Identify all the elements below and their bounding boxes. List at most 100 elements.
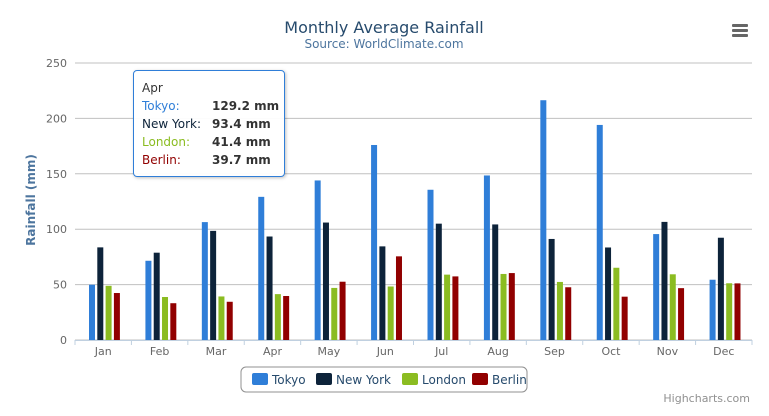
bar-new-york-apr[interactable] [266, 236, 273, 340]
tooltip-series-label: New York: [142, 117, 201, 131]
legend-item-new-york[interactable]: New York [316, 373, 391, 387]
x-tick-label: Jan [94, 345, 112, 358]
bar-berlin-may[interactable] [339, 281, 346, 340]
bar-tokyo-jan[interactable] [89, 284, 95, 340]
tooltip-series-label: Tokyo: [142, 99, 180, 113]
tooltip-row: Berlin: 39.7 mm [142, 153, 271, 167]
bar-new-york-jul[interactable] [435, 223, 442, 340]
bar-berlin-aug[interactable] [508, 273, 515, 340]
bar-london-aug[interactable] [500, 273, 507, 340]
y-tick-label: 50 [53, 279, 67, 292]
bar-london-mar[interactable] [218, 296, 225, 340]
chart-title: Monthly Average Rainfall [284, 18, 483, 37]
x-tick-label: Apr [263, 345, 283, 358]
chart-subtitle: Source: WorldClimate.com [304, 37, 463, 51]
bar-berlin-dec[interactable] [734, 283, 741, 340]
legend-label: Tokyo [271, 373, 306, 387]
bar-berlin-jan[interactable] [113, 293, 120, 340]
tooltip-row: London: 41.4 mm [142, 135, 271, 149]
bar-tokyo-may[interactable] [314, 180, 321, 340]
legend-symbol [252, 373, 268, 385]
x-tick-label: Aug [487, 345, 508, 358]
bar-london-jan[interactable] [105, 285, 112, 340]
x-tick-label: Mar [206, 345, 227, 358]
x-tick-label: May [318, 345, 341, 358]
bar-berlin-sep[interactable] [565, 287, 572, 340]
tooltip-series-label: Berlin: [142, 153, 181, 167]
tooltip-series-label: London: [142, 135, 191, 149]
tooltip-row: Tokyo: 129.2 mm [142, 99, 279, 113]
bar-tokyo-feb[interactable] [145, 260, 152, 340]
bar-tokyo-nov[interactable] [653, 234, 660, 340]
bar-london-sep[interactable] [556, 281, 563, 340]
tooltip: Apr Tokyo: 129.2 mm New York: 93.4 mm London… [133, 70, 285, 177]
bar-new-york-may[interactable] [322, 222, 329, 340]
y-tick-label: 150 [46, 168, 67, 181]
legend-label: London [422, 373, 466, 387]
y-tick-label: 100 [46, 223, 67, 236]
x-tick-label: Jul [434, 345, 448, 358]
bar-new-york-feb[interactable] [153, 252, 160, 340]
bar-tokyo-aug[interactable] [483, 175, 490, 340]
legend-item-berlin[interactable]: Berlin [472, 373, 527, 387]
legend-item-tokyo[interactable]: Tokyo [252, 373, 306, 387]
y-axis-title: Rainfall (mm) [24, 154, 38, 246]
bar-london-dec[interactable] [726, 283, 733, 340]
x-tick-label: Sep [544, 345, 565, 358]
y-tick-label: 200 [46, 112, 67, 125]
bar-new-york-aug[interactable] [492, 224, 499, 340]
y-tick-label: 250 [46, 57, 67, 70]
legend-label: New York [336, 373, 391, 387]
bar-new-york-nov[interactable] [661, 221, 668, 340]
tooltip-value: 39.7 mm [212, 153, 271, 167]
bar-new-york-mar[interactable] [210, 230, 217, 340]
bar-new-york-dec[interactable] [717, 237, 724, 340]
tooltip-value: 41.4 mm [212, 135, 271, 149]
bar-berlin-jun[interactable] [395, 256, 402, 340]
bar-tokyo-mar[interactable] [201, 222, 208, 340]
tooltip-header: Apr [142, 81, 163, 95]
bar-tokyo-sep[interactable] [540, 100, 547, 341]
y-tick-label: 0 [60, 334, 67, 347]
bar-tokyo-apr[interactable] [258, 196, 265, 340]
x-tick-label: Feb [150, 345, 169, 358]
legend-box [240, 366, 528, 393]
bar-berlin-mar[interactable] [226, 301, 233, 340]
legend-symbol [402, 373, 418, 385]
bar-new-york-jan[interactable] [97, 247, 104, 340]
bar-tokyo-oct[interactable] [596, 124, 603, 341]
tooltip-row: New York: 93.4 mm [142, 117, 271, 131]
bar-london-jul[interactable] [444, 274, 451, 340]
x-tick-label: Jun [376, 345, 394, 358]
bar-new-york-oct[interactable] [605, 247, 612, 340]
bar-london-oct[interactable] [613, 267, 620, 340]
bar-berlin-oct[interactable] [621, 296, 628, 340]
x-tick-label: Nov [657, 345, 679, 358]
bar-tokyo-dec[interactable] [709, 279, 716, 340]
bar-london-nov[interactable] [669, 274, 676, 340]
hamburger-menu-icon[interactable] [732, 24, 748, 37]
legend-item-london[interactable]: London [402, 373, 466, 387]
bar-berlin-feb[interactable] [170, 303, 177, 340]
bar-new-york-jun[interactable] [379, 246, 386, 340]
bar-berlin-nov[interactable] [678, 288, 685, 340]
x-tick-label: Oct [601, 345, 621, 358]
legend-label: Berlin [492, 373, 527, 387]
bar-berlin-apr[interactable] [283, 296, 290, 340]
bar-london-jun[interactable] [387, 286, 394, 340]
bar-london-apr[interactable] [274, 294, 281, 340]
credits-link[interactable]: Highcharts.com [663, 392, 750, 405]
legend-symbol [472, 373, 488, 385]
bar-london-may[interactable] [331, 287, 338, 340]
bar-new-york-sep[interactable] [548, 238, 555, 340]
legend-symbol [316, 373, 332, 385]
bar-tokyo-jun[interactable] [371, 144, 378, 340]
tooltip-value: 93.4 mm [212, 117, 271, 131]
bar-berlin-jul[interactable] [452, 276, 459, 340]
x-tick-label: Dec [713, 345, 734, 358]
tooltip-value: 129.2 mm [212, 99, 280, 113]
bar-london-feb[interactable] [162, 297, 169, 340]
bar-tokyo-jul[interactable] [427, 189, 434, 340]
